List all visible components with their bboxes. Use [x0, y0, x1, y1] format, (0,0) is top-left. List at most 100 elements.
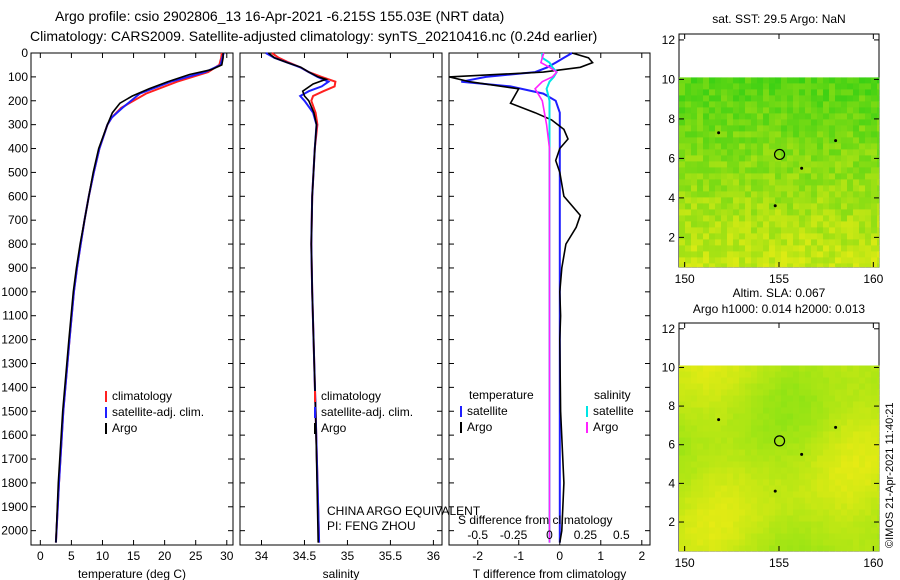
heatmap-cell — [841, 173, 848, 180]
heatmap-cells — [679, 77, 880, 268]
heatmap-cell — [853, 233, 860, 240]
heatmap-cell — [727, 95, 734, 102]
heatmap-cell — [811, 407, 818, 414]
heatmap-cell — [775, 371, 782, 378]
heatmap-cell — [877, 251, 880, 258]
heatmap-cell — [805, 227, 812, 234]
heatmap-cell — [715, 77, 722, 84]
heatmap-cell — [859, 515, 866, 522]
heatmap-cell — [829, 83, 836, 90]
heatmap-cell — [709, 395, 716, 402]
heatmap-cell — [859, 197, 866, 204]
heatmap-cell — [781, 473, 788, 480]
heatmap-cell — [793, 515, 800, 522]
heatmap-cell — [763, 545, 770, 552]
heatmap-cell — [835, 539, 842, 546]
heatmap-cell — [829, 221, 836, 228]
heatmap-cell — [709, 365, 716, 372]
heatmap-cell — [769, 197, 776, 204]
y-tick-label: 12 — [662, 322, 676, 336]
depth-tick-label: 1100 — [2, 309, 28, 323]
heatmap-cell — [865, 425, 872, 432]
heatmap-cell — [871, 521, 878, 528]
heatmap-cell — [703, 95, 710, 102]
heatmap-cell — [841, 179, 848, 186]
heatmap-cell — [847, 545, 854, 552]
heatmap-cell — [697, 443, 704, 450]
heatmap-cell — [835, 113, 842, 120]
heatmap-cell — [871, 401, 878, 408]
heatmap-cell — [823, 521, 830, 528]
heatmap-cell — [769, 485, 776, 492]
heatmap-cell — [811, 473, 818, 480]
heatmap-cell — [685, 431, 692, 438]
heatmap-cell — [871, 377, 878, 384]
heatmap-cell — [865, 149, 872, 156]
heatmap-cell — [829, 263, 836, 268]
heatmap-cell — [817, 101, 824, 108]
heatmap-cell — [787, 203, 794, 210]
heatmap-cell — [703, 149, 710, 156]
heatmap-cell — [853, 137, 860, 144]
heatmap-cell — [739, 503, 746, 510]
heatmap-cell — [799, 131, 806, 138]
heatmap-cell — [799, 425, 806, 432]
heatmap-cell — [769, 545, 776, 552]
heatmap-cell — [787, 365, 794, 372]
affiliation-label: CHINA ARGO EQUIVALENT — [327, 504, 481, 518]
heatmap-cell — [751, 389, 758, 396]
heatmap-cell — [679, 419, 686, 426]
heatmap-cell — [823, 545, 830, 552]
heatmap-cell — [841, 461, 848, 468]
heatmap-cell — [835, 149, 842, 156]
heatmap-cell — [805, 419, 812, 426]
heatmap-cell — [859, 113, 866, 120]
heatmap-cell — [811, 209, 818, 216]
heatmap-cell — [829, 527, 836, 534]
heatmap-cell — [859, 263, 866, 268]
heatmap-cell — [697, 545, 704, 552]
heatmap-cell — [745, 515, 752, 522]
heatmap-cell — [757, 227, 764, 234]
heatmap-cell — [853, 113, 860, 120]
heatmap-cell — [745, 95, 752, 102]
heatmap-cell — [817, 89, 824, 96]
heatmap-cell — [745, 179, 752, 186]
heatmap-cell — [793, 239, 800, 246]
heatmap-cell — [877, 131, 880, 138]
heatmap-cell — [757, 95, 764, 102]
heatmap-cell — [805, 119, 812, 126]
heatmap-cell — [757, 533, 764, 540]
heatmap-cell — [727, 485, 734, 492]
heatmap-cell — [751, 419, 758, 426]
heatmap-cell — [853, 491, 860, 498]
heatmap-cell — [745, 443, 752, 450]
heatmap-cell — [871, 233, 878, 240]
heatmap-cell — [697, 431, 704, 438]
heatmap-cell — [811, 455, 818, 462]
heatmap-cell — [877, 395, 880, 402]
heatmap-cell — [865, 179, 872, 186]
heatmap-cell — [721, 401, 728, 408]
heatmap-cell — [769, 389, 776, 396]
heatmap-cell — [751, 149, 758, 156]
heatmap-cell — [805, 173, 812, 180]
heatmap-cell — [679, 227, 686, 234]
heatmap-cell — [769, 95, 776, 102]
heatmap-cell — [733, 209, 740, 216]
heatmap-cell — [697, 209, 704, 216]
y-tick-label: 4 — [668, 476, 675, 490]
heatmap-cell — [745, 455, 752, 462]
heatmap-cell — [823, 125, 830, 132]
heatmap-cell — [679, 377, 686, 384]
heatmap-cell — [781, 245, 788, 252]
heatmap-cell — [775, 185, 782, 192]
x-tick-label: 35 — [341, 549, 355, 563]
heatmap-cell — [721, 503, 728, 510]
heatmap-cell — [697, 413, 704, 420]
heatmap-cell — [853, 89, 860, 96]
heatmap-cell — [847, 137, 854, 144]
heatmap-cell — [709, 233, 716, 240]
heatmap-cell — [697, 167, 704, 174]
heatmap-cell — [697, 239, 704, 246]
